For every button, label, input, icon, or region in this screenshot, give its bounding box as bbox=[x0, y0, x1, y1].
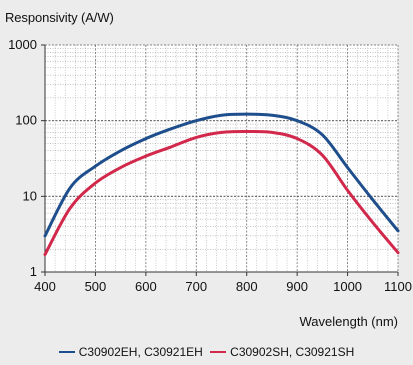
legend: C30902EH, C30921EH C30902SH, C30921SH bbox=[0, 342, 413, 359]
legend-label-sh: C30902SH, C30921SH bbox=[230, 345, 355, 359]
x-tick-label: 1100 bbox=[384, 279, 412, 294]
series-line-eh bbox=[43, 112, 400, 238]
series-line-sh bbox=[43, 129, 400, 257]
legend-label-eh: C30902EH, C30921EH bbox=[78, 345, 203, 359]
y-tick-label: 100 bbox=[15, 113, 37, 128]
x-axis-title: Wavelength (nm) bbox=[300, 314, 399, 329]
x-tick-label: 600 bbox=[135, 279, 157, 294]
x-tick-label: 1000 bbox=[333, 279, 362, 294]
x-tick-label: 500 bbox=[85, 279, 107, 294]
legend-item-eh: C30902EH, C30921EH bbox=[58, 345, 203, 359]
legend-item-sh: C30902SH, C30921SH bbox=[210, 345, 354, 359]
x-tick-label: 900 bbox=[286, 279, 308, 294]
legend-line-sh bbox=[210, 351, 227, 353]
y-tick-label: 1000 bbox=[8, 37, 37, 52]
y-axis-title: Responsivity (A/W) bbox=[5, 10, 114, 25]
legend-line-eh bbox=[58, 351, 75, 353]
y-tick-label: 1 bbox=[30, 264, 37, 279]
x-tick-label: 800 bbox=[236, 279, 258, 294]
x-tick-label: 400 bbox=[34, 279, 56, 294]
plot-area-background bbox=[45, 45, 398, 272]
x-tick-label: 700 bbox=[185, 279, 207, 294]
y-tick-label: 10 bbox=[23, 188, 37, 203]
